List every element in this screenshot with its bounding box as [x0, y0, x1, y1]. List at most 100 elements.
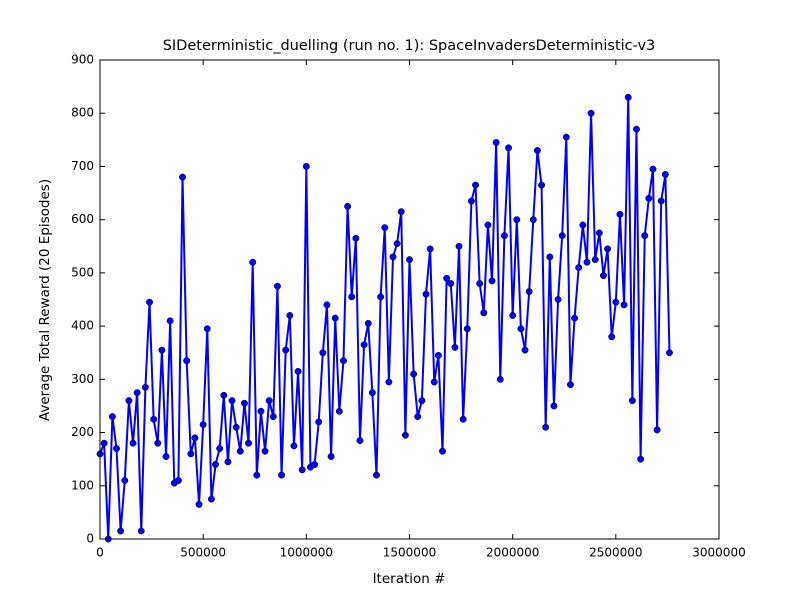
data-point	[571, 314, 579, 322]
data-point	[146, 298, 153, 306]
data-point	[546, 253, 554, 261]
data-point	[538, 181, 546, 189]
data-point	[633, 125, 640, 133]
data-point	[117, 527, 125, 535]
data-point	[319, 349, 327, 357]
data-point	[137, 527, 145, 535]
data-point	[500, 232, 508, 240]
data-point	[162, 453, 170, 460]
data-point	[315, 418, 323, 426]
data-point	[158, 346, 166, 354]
data-point	[129, 439, 137, 447]
y-tick-label: 900	[71, 53, 94, 67]
data-point	[331, 314, 339, 322]
data-point	[232, 423, 240, 431]
data-point	[240, 399, 248, 407]
data-point	[302, 162, 310, 170]
data-point	[575, 264, 583, 272]
data-point	[356, 437, 364, 444]
data-point	[290, 442, 298, 450]
data-point	[637, 455, 645, 463]
data-point	[484, 221, 492, 229]
data-point	[434, 351, 442, 359]
data-point	[236, 447, 244, 455]
data-point	[521, 346, 529, 354]
data-point	[125, 397, 133, 405]
data-point	[558, 232, 566, 240]
data-point	[323, 301, 331, 309]
data-point	[397, 208, 405, 216]
data-point	[476, 280, 484, 287]
data-point	[166, 317, 174, 325]
data-point	[459, 415, 467, 423]
data-point	[249, 258, 257, 266]
data-point	[480, 309, 488, 317]
data-point	[265, 397, 273, 405]
data-point	[467, 197, 475, 205]
data-point	[624, 93, 632, 101]
data-point	[600, 272, 607, 279]
data-point	[108, 413, 116, 421]
data-point	[203, 325, 211, 333]
data-point	[509, 312, 517, 319]
data-point	[616, 210, 624, 218]
data-point	[550, 402, 558, 410]
data-point	[154, 439, 162, 447]
data-point	[389, 253, 397, 261]
data-point	[344, 202, 352, 210]
y-axis-label: Average Total Reward (20 Episodes)	[37, 179, 53, 421]
data-point	[327, 453, 335, 460]
data-point	[273, 282, 281, 290]
data-point	[199, 421, 207, 429]
data-point	[472, 181, 479, 189]
data-point	[294, 367, 302, 375]
data-point	[645, 194, 653, 202]
data-point	[406, 256, 413, 264]
data-point	[100, 439, 108, 447]
x-tick-label: 500000	[180, 546, 226, 560]
data-point	[505, 144, 512, 152]
data-point	[381, 224, 389, 232]
x-tick-label: 2500000	[589, 546, 642, 560]
data-point	[542, 423, 550, 431]
y-tick-label: 300	[71, 372, 94, 386]
data-point	[443, 274, 451, 282]
x-axis-label: Iteration #	[373, 571, 446, 587]
data-point	[253, 471, 261, 479]
data-point	[245, 439, 253, 447]
data-point	[439, 447, 446, 455]
data-point	[401, 431, 409, 439]
data-point	[150, 415, 158, 423]
data-point	[426, 245, 434, 253]
data-point	[335, 407, 343, 415]
y-tick-label: 600	[71, 212, 94, 226]
data-point	[187, 450, 195, 458]
data-point	[579, 221, 587, 229]
data-point	[282, 346, 290, 354]
data-point	[517, 325, 525, 333]
data-point	[183, 357, 191, 365]
data-point	[286, 312, 294, 319]
y-tick-label: 200	[71, 425, 94, 439]
data-point	[385, 378, 393, 386]
data-point	[298, 466, 306, 474]
data-point	[212, 461, 219, 468]
data-point	[451, 343, 459, 351]
data-point	[216, 445, 224, 452]
data-point	[513, 216, 521, 224]
data-point	[224, 458, 232, 466]
y-tick-label: 800	[71, 106, 94, 120]
y-tick-label: 700	[71, 159, 94, 173]
data-point	[641, 232, 649, 240]
data-point	[368, 389, 376, 397]
data-point	[257, 407, 265, 415]
y-tick-label: 100	[71, 478, 94, 492]
data-point	[595, 229, 603, 237]
data-point	[455, 242, 463, 250]
data-point	[364, 320, 372, 327]
data-point	[269, 413, 277, 421]
data-point	[207, 495, 215, 503]
data-point	[220, 391, 228, 399]
data-point	[666, 349, 673, 357]
